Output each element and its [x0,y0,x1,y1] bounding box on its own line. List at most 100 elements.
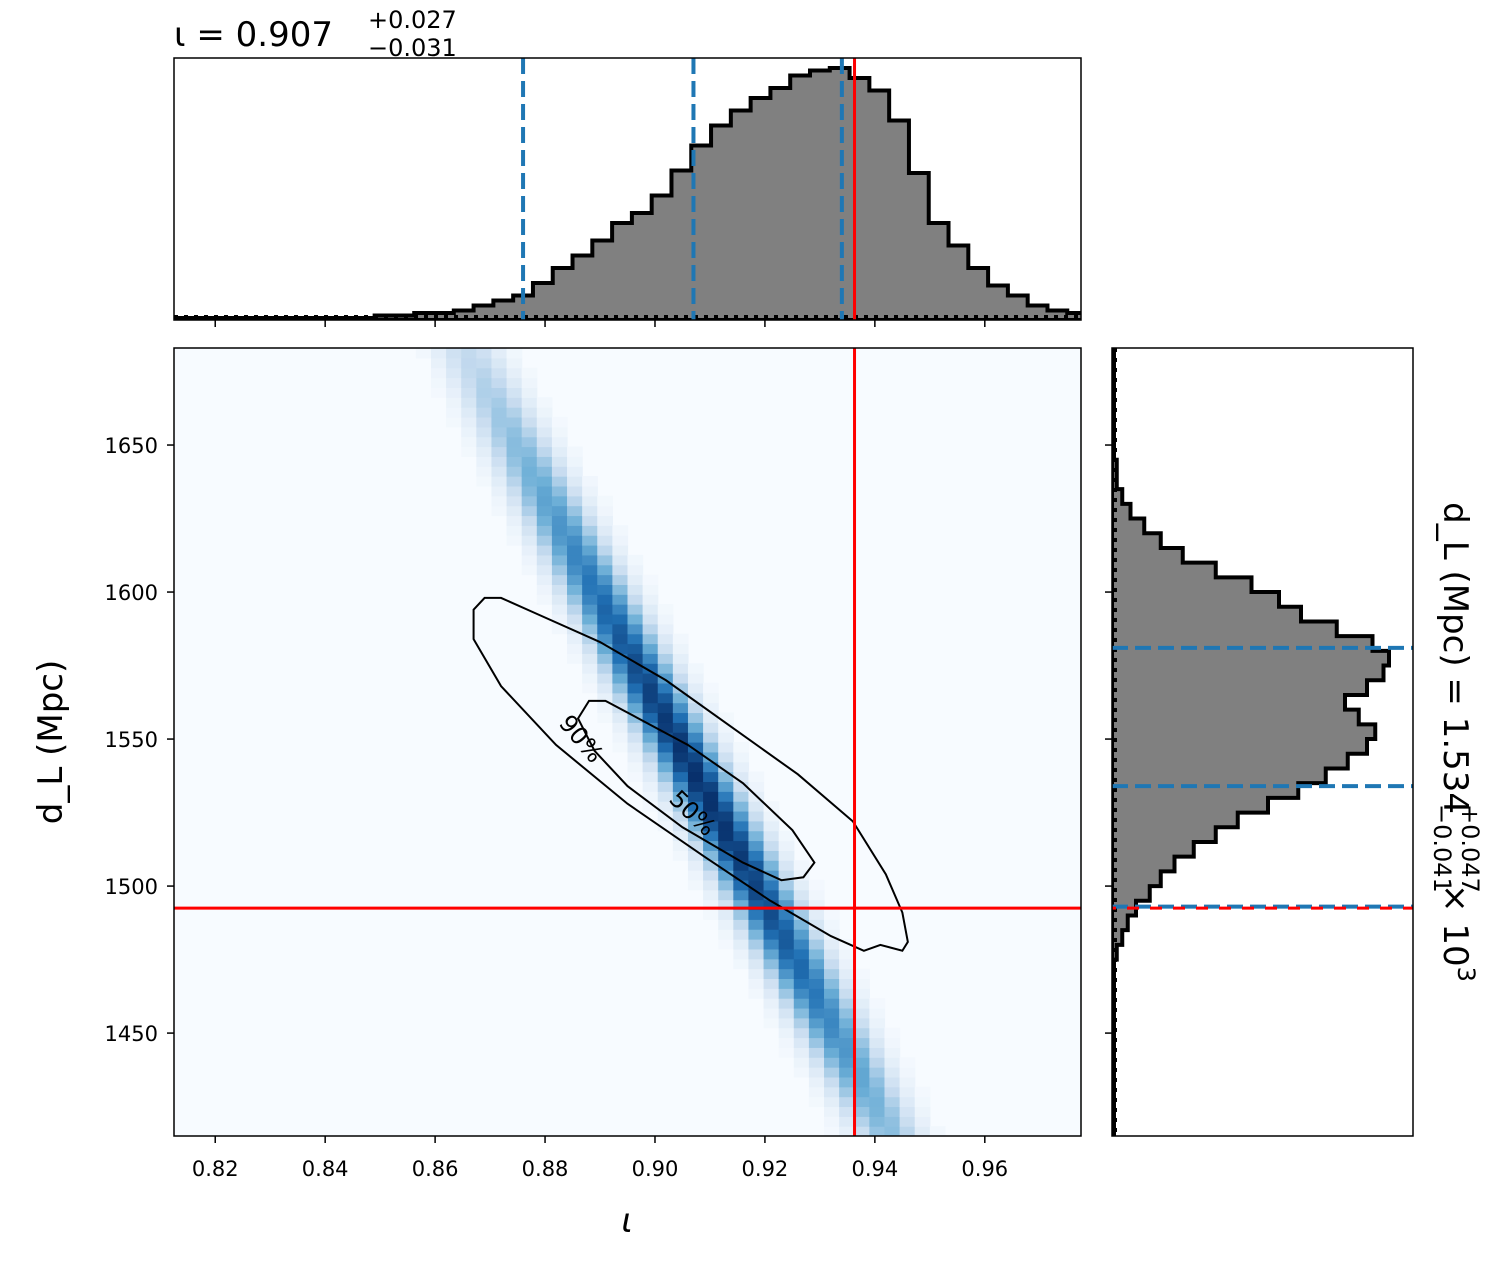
heatmap-cell [642,623,659,635]
heatmap-cell [506,426,523,438]
heatmap-cell [430,387,447,398]
heatmap-cell [597,633,613,645]
joint-true-value-lines [174,348,1081,1136]
heatmap-cell [612,673,629,684]
heatmap-cell [839,988,855,999]
top-histogram-panel: ι = 0.907 +0.027 −0.031 [173,6,1082,327]
heatmap-cell [687,663,704,674]
y-tick-label-1: 1500 [105,875,158,899]
heatmap-cell [748,968,765,979]
heatmap-cell [869,1096,886,1108]
heatmap-cell [597,525,613,536]
heatmap-cell [824,1116,840,1127]
heatmap-cell [627,692,644,704]
heatmap-cell [597,564,613,576]
heatmap-cell [657,604,674,615]
heatmap-cell [582,663,598,674]
heatmap-cell [642,781,659,792]
heatmap-cell [778,958,795,970]
heatmap-cell [582,476,598,487]
heatmap-cell [491,446,508,457]
heatmap-cell [733,742,750,753]
heatmap-cell [824,1106,840,1117]
heatmap-cell [793,1007,810,1019]
heatmap-cell [703,899,719,911]
heatmap-cell [657,791,674,802]
heatmap-cell [718,722,734,733]
heatmap-cell [778,870,795,881]
heatmap-cell [612,564,629,576]
heatmap-cell [869,1067,886,1078]
heatmap-cell [582,564,598,576]
heatmap-cell [567,525,583,536]
heatmap-cell [567,613,583,625]
heatmap-cell [718,771,734,782]
heatmap-cell [839,1086,855,1098]
heatmap-cell [642,604,659,615]
heatmap-cell [687,820,704,832]
right-histogram-outline [1112,348,1391,1136]
heatmap-cell [914,1116,931,1127]
heatmap-cell [582,623,598,635]
heatmap-cell [672,692,689,704]
heatmap-cell [703,830,719,842]
heatmap-cell [551,495,568,507]
heatmap-cell [884,1096,901,1108]
heatmap-cell [521,466,538,477]
heatmap-cell [869,1007,886,1019]
heatmap-cell [627,732,644,743]
heatmap-cell [793,1047,810,1058]
heatmap-cell [582,633,598,645]
heatmap-cell [506,348,523,359]
heatmap-cell [839,1096,855,1108]
heatmap-cell [491,397,508,408]
heatmap-cell [718,781,734,792]
heatmap-cell [627,771,644,782]
heatmap-cell [703,801,719,812]
heatmap-cell [884,1067,901,1078]
heatmap-cell [718,860,734,871]
heatmap-cell [703,771,719,782]
heatmap-cell [854,988,870,999]
heatmap-cell [703,810,719,822]
heatmap-cell [748,899,765,911]
heatmap-cell [899,1106,916,1117]
heatmap-cell [657,722,674,733]
heatmap-cell [476,466,493,477]
heatmap-cell [476,367,493,379]
heatmap-cell [824,1037,840,1048]
heatmap-cell [461,407,477,418]
heatmap-cell [582,682,598,694]
heatmap-cell [506,446,523,457]
heatmap-cell [839,968,855,979]
heatmap-cell [763,978,780,989]
heatmap-cell [793,1067,810,1078]
heatmap-cell [476,377,493,388]
joint-density-heatmap [415,348,946,1136]
heatmap-cell [899,1076,916,1088]
heatmap-cell [703,889,719,901]
heatmap-cell [808,889,825,901]
heatmap-cell [839,958,855,970]
heatmap-cell [567,584,583,595]
heatmap-cell [884,1126,901,1136]
heatmap-cell [506,357,523,369]
heatmap-cell [884,1027,901,1039]
heatmap-cell [536,574,553,585]
heatmap-cell [536,476,553,487]
heatmap-cell [748,771,765,782]
heatmap-cell [536,495,553,507]
heatmap-cell [718,899,734,911]
heatmap-cell [718,761,734,773]
heatmap-cell [687,850,704,861]
x-tick-label-5: 0.92 [742,1157,789,1181]
heatmap-cell [597,663,613,674]
heatmap-cell [793,909,810,920]
heatmap-cell [567,456,583,467]
heatmap-cell [491,505,508,517]
heatmap-cell [703,791,719,802]
heatmap-cell [672,653,689,664]
heatmap-cell [824,978,840,989]
heatmap-cell [536,397,553,408]
heatmap-cell [521,554,538,566]
